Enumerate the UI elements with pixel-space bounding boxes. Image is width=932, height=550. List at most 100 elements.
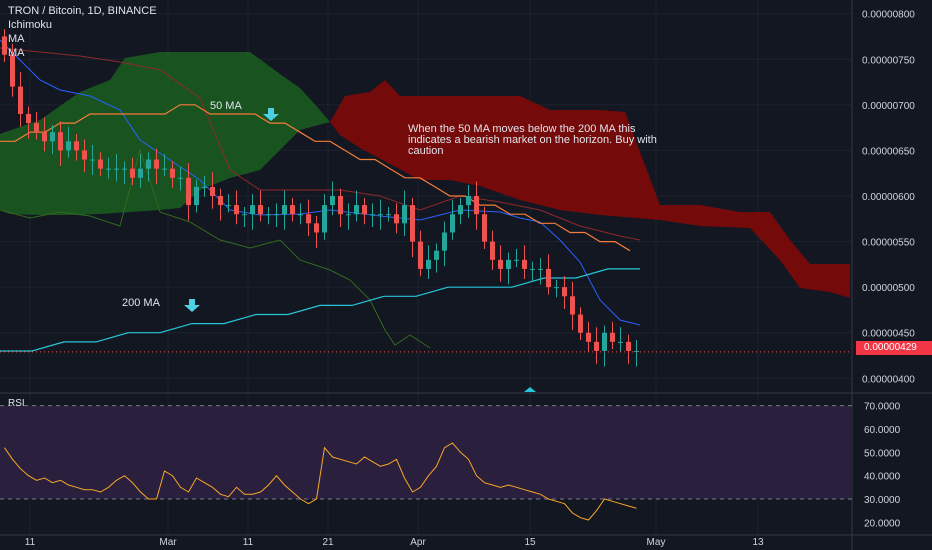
candle-body (122, 168, 127, 170)
rsi-tick-label: 30.0000 (864, 495, 901, 506)
time-tick-label: 15 (524, 537, 536, 548)
time-axis[interactable]: 11 Mar 11 21 Apr 15 May 13 (25, 537, 764, 548)
candle-body (146, 159, 151, 169)
candle-body (106, 168, 111, 170)
candle-body (498, 259, 503, 269)
time-tick-label: 13 (752, 537, 764, 548)
rsi-line (4, 442, 637, 521)
time-tick-label: Apr (410, 537, 426, 548)
candle-body (194, 186, 199, 206)
candle-body (178, 177, 183, 179)
candle-body (338, 196, 343, 215)
candle-body (250, 205, 255, 215)
rsi-band (0, 405, 852, 499)
candle-body (594, 341, 599, 351)
candle-body (474, 196, 479, 215)
candle-body (538, 268, 543, 270)
candle-body (242, 214, 247, 216)
price-tick-label: 0.00000650 (862, 146, 915, 157)
candle-body (330, 196, 335, 206)
ichimoku-marker-icon (524, 387, 536, 392)
candle-body (346, 214, 351, 216)
price-tick-label: 0.00000700 (862, 101, 915, 112)
candle-body (290, 205, 295, 215)
time-tick-label: Mar (159, 537, 177, 548)
candle-body (34, 123, 39, 133)
candle-body (98, 159, 103, 169)
candle-body (130, 168, 135, 178)
ma50-line (0, 104, 631, 252)
candle-body (362, 205, 367, 215)
candle-body (618, 341, 623, 343)
candle-body (314, 223, 319, 233)
down-arrow-icon (184, 299, 200, 312)
chikou-line (0, 148, 431, 349)
ma200-line (0, 268, 640, 352)
rsi-tick-label: 70.0000 (864, 402, 901, 413)
candle-body (506, 259, 511, 269)
candle-body (458, 205, 463, 215)
candle-body (218, 196, 223, 206)
time-tick-label: 21 (322, 537, 334, 548)
indicator-ma-1[interactable]: MA (8, 33, 25, 45)
time-tick-label: 11 (243, 537, 254, 548)
candle-body (410, 205, 415, 242)
candlesticks (0, 29, 852, 367)
candle-body (402, 205, 407, 224)
price-tick-label: 0.00000550 (862, 238, 915, 249)
ma200-annotation[interactable]: 200 MA (122, 297, 160, 309)
candle-body (82, 150, 87, 160)
rsi-panel (0, 405, 852, 521)
candle-body (258, 205, 263, 215)
ichimoku-cloud (0, 52, 850, 298)
rsi-indicator-label[interactable]: RSI (8, 398, 25, 409)
candle-body (418, 241, 423, 269)
candle-body (626, 341, 631, 351)
price-tick-label: 0.00000500 (862, 283, 915, 294)
candle-body (162, 168, 167, 170)
candle-body (378, 214, 383, 216)
ichimoku-lines (0, 39, 641, 349)
price-tick-label: 0.00000600 (862, 192, 915, 203)
candle-body (530, 268, 535, 270)
candle-body (210, 186, 215, 196)
bearish-note-line-3: caution (408, 145, 444, 157)
candle-body (26, 113, 31, 124)
bearish-note-line-2: indicates a bearish market on the horizo… (408, 134, 657, 146)
candle-body (50, 132, 55, 142)
candle-body (466, 196, 471, 206)
candle-body (10, 54, 15, 87)
candle-body (90, 159, 95, 161)
candle-body (522, 259, 527, 269)
candle-body (58, 132, 63, 151)
rsi-tick-label: 50.0000 (864, 448, 901, 459)
candle-body (482, 214, 487, 242)
price-tick-label: 0.00000800 (862, 10, 915, 21)
candle-body (610, 332, 615, 342)
candle-body (266, 214, 271, 216)
candle-body (282, 205, 287, 215)
ma50-annotation[interactable]: 50 MA (210, 100, 242, 112)
time-tick-label: May (647, 537, 666, 548)
price-axis[interactable]: 0.00000800 0.00000750 0.00000700 0.00000650… (862, 10, 915, 530)
candle-body (322, 205, 327, 233)
candle-body (42, 132, 47, 142)
moving-average-lines (0, 104, 640, 352)
price-tick-label: 0.00000750 (862, 55, 915, 66)
candle-body (202, 186, 207, 188)
candle-body (234, 205, 239, 215)
candle-body (394, 214, 399, 224)
candle-body (442, 232, 447, 251)
indicator-ma-2[interactable]: MA (8, 47, 25, 59)
kumo-bearish (330, 80, 850, 298)
down-arrow-icon (263, 108, 279, 121)
candle-body (306, 214, 311, 224)
bearish-note[interactable]: When the 50 MA moves below the 200 MA th… (408, 124, 657, 157)
symbol-title[interactable]: TRON / Bitcoin, 1D, BINANCE (8, 5, 157, 17)
chart-legend: TRON / Bitcoin, 1D, BINANCE Ichimoku MA … (8, 4, 157, 60)
indicator-ichimoku[interactable]: Ichimoku (8, 19, 53, 31)
tenkan-line (0, 39, 641, 326)
rsi-tick-label: 60.0000 (864, 425, 901, 436)
